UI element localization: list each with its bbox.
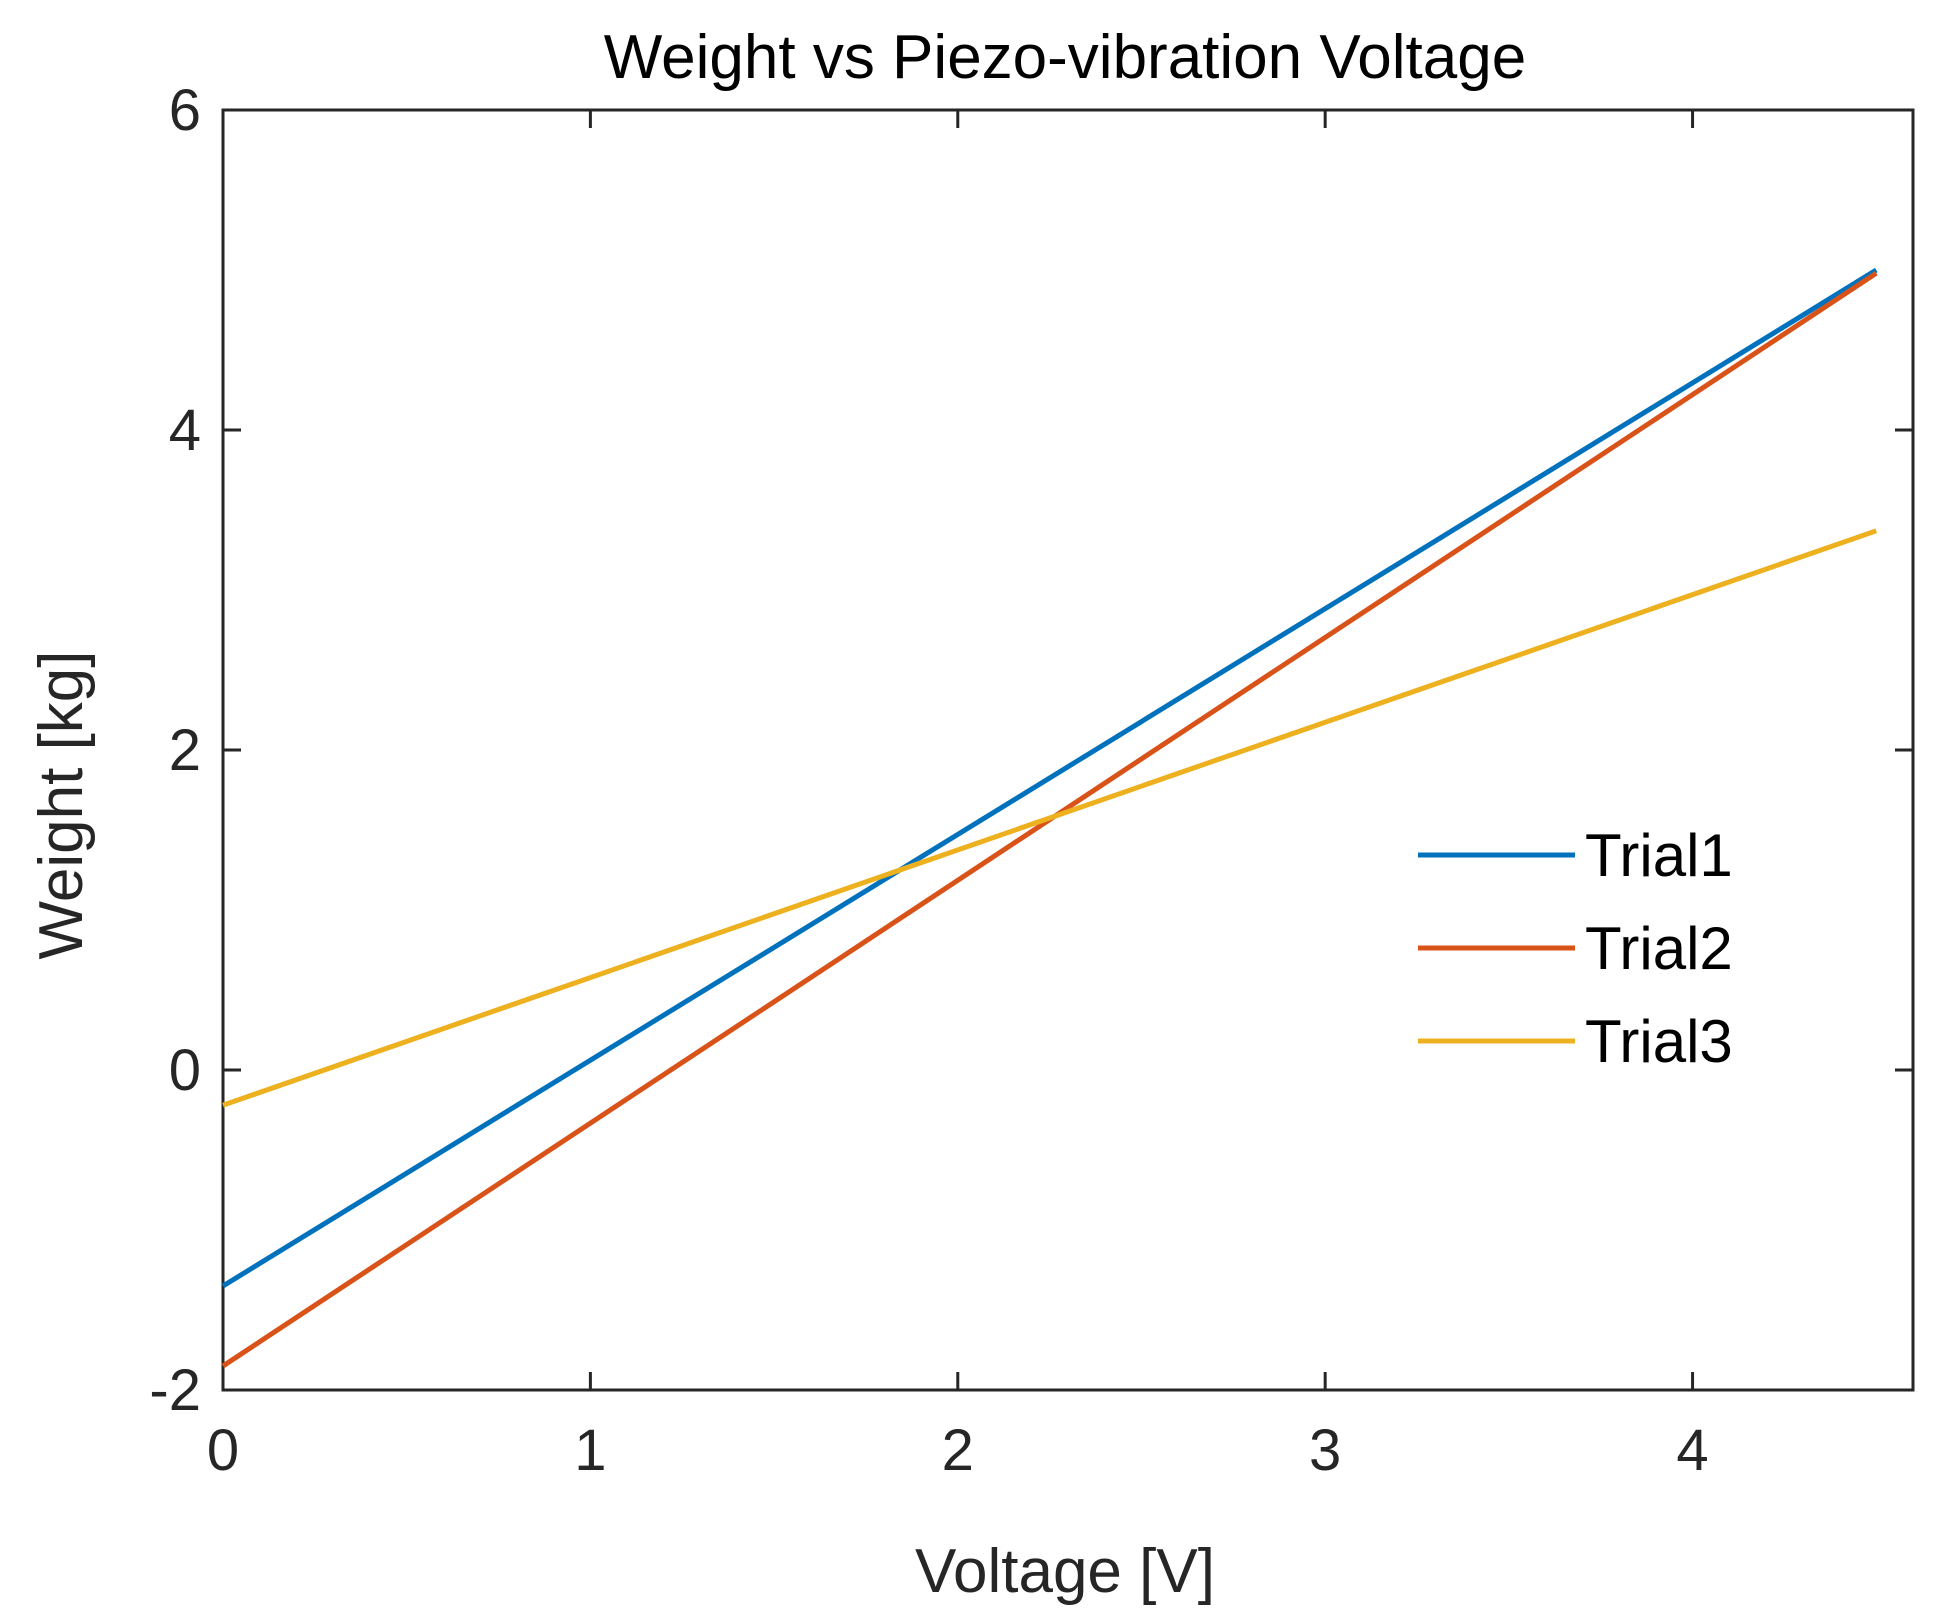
y-tick-label: 0 [169, 1038, 201, 1103]
legend-label-trial1: Trial1 [1585, 822, 1733, 889]
y-tick-label: 2 [169, 718, 201, 783]
x-axis-label: Voltage [V] [915, 1537, 1215, 1606]
legend: Trial1 Trial2 Trial3 [1418, 822, 1733, 1075]
chart-title: Weight vs Piezo-vibration Voltage [604, 23, 1526, 92]
axis-ticks [221, 108, 1913, 1392]
axes-box [221, 108, 1915, 1392]
legend-label-trial3: Trial3 [1585, 1008, 1733, 1075]
x-tick-label: 3 [1309, 1418, 1341, 1483]
y-tick-label: 6 [169, 78, 201, 143]
y-axis-label: Weight [kg] [27, 650, 96, 959]
y-tick-label: 4 [169, 398, 201, 463]
series-line-trial3 [222, 528, 1878, 1108]
legend-label-trial2: Trial2 [1585, 915, 1733, 982]
y-tick-label: -2 [149, 1358, 201, 1423]
x-tick-label: 4 [1676, 1418, 1708, 1483]
x-tick-label: 1 [574, 1418, 606, 1483]
x-tick-label: 0 [207, 1418, 239, 1483]
plot-area [221, 108, 1915, 1392]
series-lines [221, 267, 1878, 1369]
x-tick-label: 2 [942, 1418, 974, 1483]
series-line-trial1 [221, 267, 1878, 1289]
